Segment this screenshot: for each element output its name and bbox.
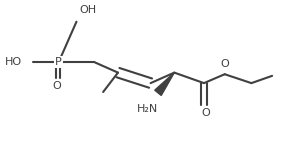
Polygon shape: [155, 73, 174, 96]
Text: O: O: [220, 59, 229, 69]
Text: HO: HO: [5, 57, 22, 67]
Text: H₂N: H₂N: [137, 104, 158, 114]
Text: OH: OH: [79, 5, 97, 15]
Text: O: O: [201, 108, 210, 118]
Text: O: O: [53, 81, 62, 91]
Text: P: P: [55, 57, 62, 67]
